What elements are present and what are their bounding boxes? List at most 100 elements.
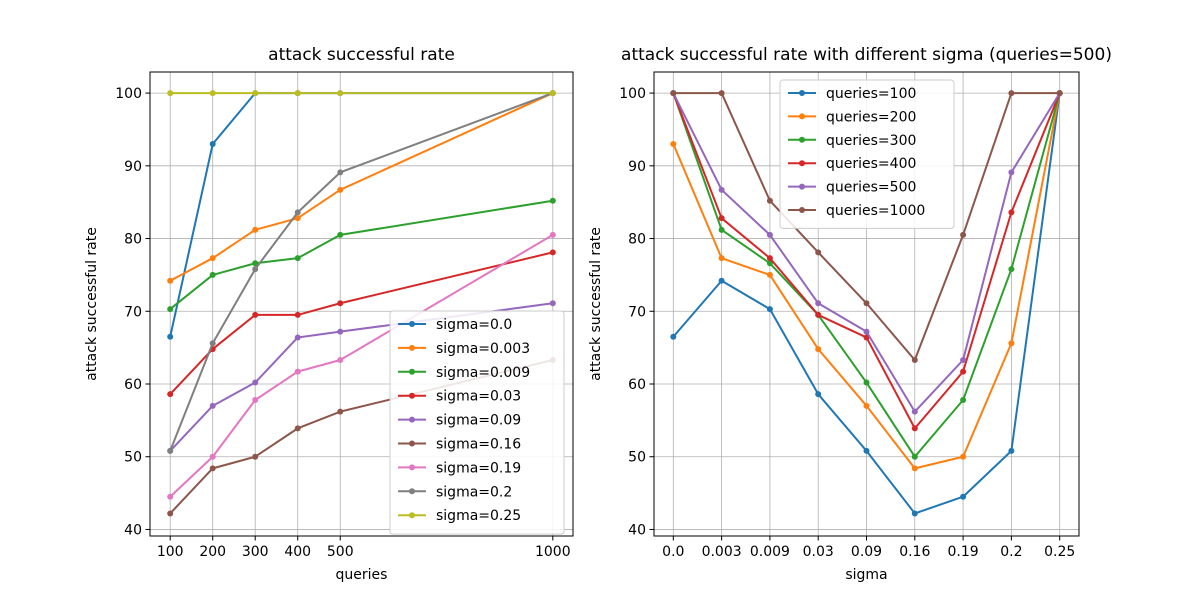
data-point <box>766 231 773 238</box>
x-tick-label: 300 <box>242 544 269 560</box>
data-point <box>911 425 918 432</box>
x-tick-label: 100 <box>157 544 184 560</box>
legend-swatch-marker <box>409 440 415 447</box>
data-point <box>337 90 344 97</box>
y-tick-label: 40 <box>628 522 646 538</box>
chart-title: attack successful rate <box>268 45 455 65</box>
y-tick-label: 70 <box>628 304 646 320</box>
legend-swatch-marker <box>799 90 805 96</box>
legend-label: queries=200 <box>826 109 916 125</box>
data-point <box>718 277 725 284</box>
legend-label: sigma=0.2 <box>436 484 512 500</box>
plot-frame <box>149 71 574 537</box>
data-point <box>167 391 174 398</box>
series-line <box>169 234 554 498</box>
legend-swatch-marker <box>409 512 415 519</box>
legend-swatch-marker <box>799 160 805 167</box>
data-point <box>911 510 918 517</box>
y-tick-label: 100 <box>115 86 142 102</box>
x-tick-label: 0.2 <box>1000 544 1022 560</box>
chart-sigma: 0.0 0.003 0.009 0.03 0.09 0.16 0.19 0.2 0.25 40 50… <box>588 45 1112 583</box>
y-axis-label: attack successful rate <box>84 227 100 381</box>
series-line <box>169 92 554 282</box>
series-line <box>169 251 554 395</box>
data-point <box>1008 209 1015 216</box>
legend: sigma=0.0 sigma=0.003 sigma=0.009 sigma=0.0… <box>389 310 565 535</box>
data-point <box>1008 266 1015 273</box>
x-tick-label: 0.19 <box>948 544 979 560</box>
data-point <box>167 493 174 500</box>
series-line <box>169 199 553 310</box>
x-axis-label: queries <box>336 567 388 583</box>
legend-swatch-marker <box>409 464 415 471</box>
data-point <box>549 231 556 238</box>
data-point <box>670 141 677 147</box>
data-point <box>960 231 967 238</box>
x-tick-label: 0.16 <box>899 544 930 560</box>
y-tick-label: 50 <box>124 450 142 466</box>
legend-swatch-marker <box>409 488 415 495</box>
data-point <box>209 271 216 278</box>
series-layer <box>670 90 1063 517</box>
data-point <box>815 346 822 353</box>
legend-item-sigma-0-003: sigma=0.003 <box>398 341 530 357</box>
series-sigma-0-19 <box>167 231 556 500</box>
x-tick-label: 0.003 <box>702 544 742 560</box>
legend-item-queries-400: queries=400 <box>788 156 916 172</box>
data-point <box>1008 90 1015 97</box>
legend-label: sigma=0.0 <box>436 317 512 333</box>
data-point <box>167 510 174 517</box>
data-point <box>294 215 301 222</box>
data-point <box>863 379 870 386</box>
series-sigma-0-25 <box>167 90 556 97</box>
data-point <box>1008 340 1015 347</box>
chart-title: attack successful rate with different si… <box>621 45 1112 65</box>
data-point <box>337 328 344 335</box>
legend-swatch-marker <box>799 113 805 120</box>
legend-box <box>779 79 955 229</box>
data-point <box>337 169 344 176</box>
series-sigma-0-16 <box>167 357 556 517</box>
data-point <box>252 266 259 273</box>
y-tick-label: 40 <box>124 522 142 538</box>
data-point <box>766 306 773 313</box>
data-point <box>337 408 344 415</box>
legend-item-queries-200: queries=200 <box>788 109 916 125</box>
legend-label: queries=300 <box>826 133 916 149</box>
data-point <box>1008 169 1015 176</box>
data-point <box>294 90 301 97</box>
data-point <box>718 215 725 222</box>
data-point <box>718 226 725 233</box>
legend-swatch-marker <box>409 416 415 423</box>
y-tick-label: 90 <box>124 159 142 175</box>
legend-label: queries=500 <box>826 180 916 196</box>
legend-item-sigma-0-2: sigma=0.2 <box>398 484 512 500</box>
data-point <box>209 453 216 460</box>
legend-item-queries-1000: queries=1000 <box>788 203 925 219</box>
data-point <box>815 300 822 307</box>
data-point <box>294 255 301 262</box>
data-point <box>252 453 259 460</box>
data-point <box>766 197 773 204</box>
y-axis-label: attack successful rate <box>588 227 604 381</box>
data-point <box>294 311 301 318</box>
data-point <box>294 334 301 341</box>
legend-label: queries=400 <box>826 156 916 172</box>
legend-swatch-marker <box>409 392 415 399</box>
data-point <box>167 333 174 340</box>
data-point <box>252 260 259 267</box>
data-point <box>337 300 344 307</box>
series-line <box>169 92 554 452</box>
data-point <box>670 333 677 340</box>
y-tick-label: 70 <box>124 304 142 320</box>
data-point <box>549 300 556 307</box>
x-tick-label: 200 <box>199 544 226 560</box>
data-point <box>1056 90 1063 97</box>
legend-label: queries=1000 <box>826 203 925 219</box>
legend-item-queries-500: queries=500 <box>788 180 916 196</box>
series-sigma-0-009 <box>167 197 556 313</box>
data-point <box>167 277 174 284</box>
data-point <box>911 453 918 460</box>
data-point <box>252 226 259 233</box>
y-tick-label: 80 <box>124 232 142 248</box>
